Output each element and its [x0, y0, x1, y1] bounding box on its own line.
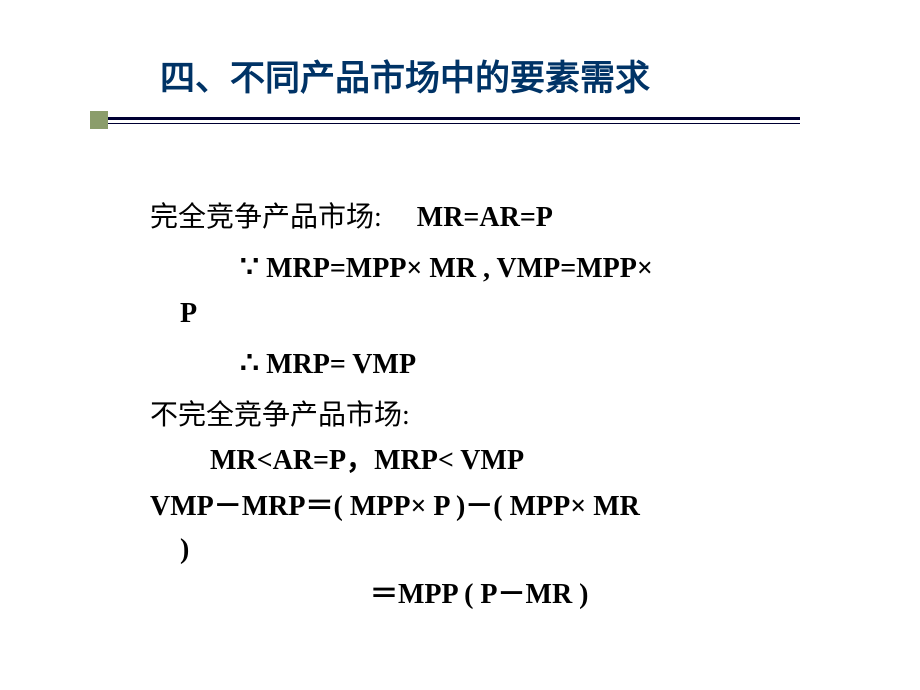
content-line-5: MR<AR=P，MRP< VMP — [150, 439, 800, 482]
line5-formula: MR<AR=P，MRP< VMP — [210, 445, 524, 476]
divider-square-icon — [90, 111, 108, 129]
line1-label: 完全竞争产品市场: — [150, 202, 382, 233]
content-line-7: ＝MPP ( P－MR ) — [150, 573, 800, 616]
therefore-symbol: ∴ — [240, 347, 259, 380]
line6-formula: VMP－MRP＝( MPP× P )－( MPP× MR — [150, 491, 640, 522]
line2-formula: MRP=MPP× MR , VMP=MPP× — [266, 253, 653, 284]
line4-label: 不完全竞争产品市场: — [150, 400, 410, 431]
content-line-3: ∴ MRP= VMP — [150, 341, 800, 388]
content-line-6b: ) — [150, 528, 800, 571]
slide-container: 四、不同产品市场中的要素需求 完全竞争产品市场: MR=AR=P ∵ MRP=M… — [0, 0, 920, 690]
content-line-4: 不完全竞争产品市场: — [150, 394, 800, 437]
line1-formula: MR=AR=P — [417, 202, 553, 233]
line3-formula: MRP= VMP — [266, 349, 416, 380]
divider — [60, 111, 860, 136]
line2b-text: P — [180, 298, 197, 329]
content-line-6: VMP－MRP＝( MPP× P )－( MPP× MR — [150, 485, 800, 528]
content-area: 完全竞争产品市场: MR=AR=P ∵ MRP=MPP× MR , VMP=MP… — [60, 196, 860, 617]
line7-formula: ＝MPP ( P－MR ) — [370, 579, 589, 610]
content-line-2b: P — [150, 292, 800, 335]
slide-title: 四、不同产品市场中的要素需求 — [160, 50, 860, 101]
line6b-text: ) — [180, 534, 189, 565]
content-line-1: 完全竞争产品市场: MR=AR=P — [150, 196, 800, 239]
title-container: 四、不同产品市场中的要素需求 — [60, 50, 860, 101]
content-line-2: ∵ MRP=MPP× MR , VMP=MPP× — [150, 245, 800, 292]
spacer — [389, 202, 410, 233]
divider-line-bottom — [90, 123, 800, 124]
because-symbol: ∵ — [240, 251, 259, 284]
divider-line-top — [90, 117, 800, 120]
